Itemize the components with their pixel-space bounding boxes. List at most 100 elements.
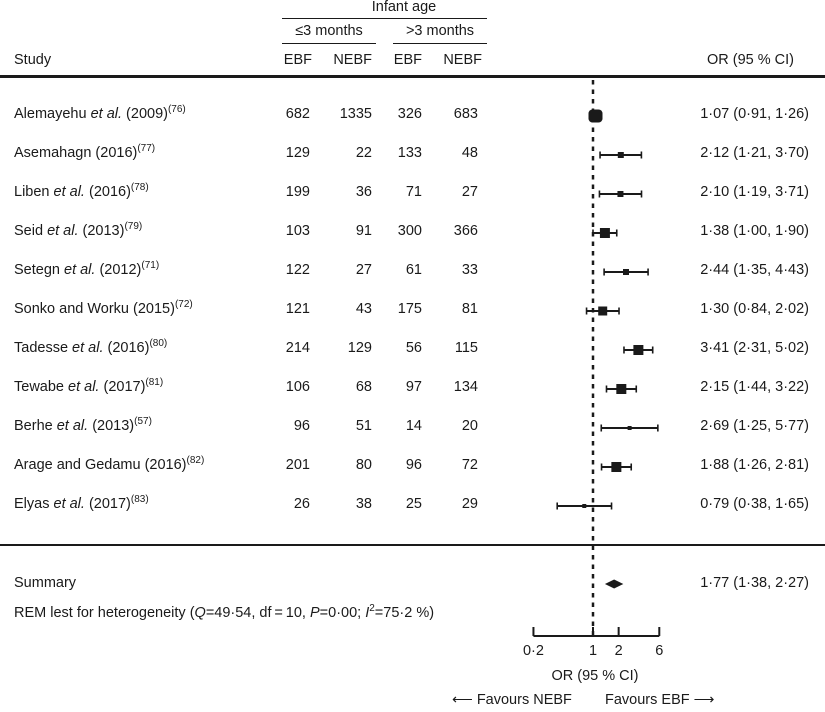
study-name: Tewabe et al. (2017)(81) [14,378,163,395]
gt3-ebf-cell: 175 [397,301,422,317]
gt3-nebf-cell: 683 [453,106,478,122]
study-ref: (71) [141,260,160,272]
study-ref: (72) [174,299,193,311]
le3-nebf-cell: 27 [355,262,372,278]
or-ci-header: OR (95 % CI) [706,52,794,68]
study-etal: et al. [56,418,93,434]
gt3-ebf-cell: 25 [405,496,422,512]
study-year: (2016) [88,184,131,200]
study-author: Tewabe [14,379,69,395]
le3-ebf-cell: 201 [285,457,310,473]
study-author: Berhe [14,418,57,434]
x-tick-label: 2 [614,643,623,659]
le3-ebf-cell: 106 [285,379,310,395]
gt3-ebf-header: EBF [393,52,422,68]
or-marker [611,462,622,472]
p-value: =0·00; [319,604,366,621]
study-author: Arage and Gedamu [14,457,145,473]
or-marker [616,384,627,394]
le3-nebf-cell: 68 [355,379,372,395]
gt3-nebf-cell: 366 [453,223,478,239]
x-tick-label: 6 [655,643,664,659]
le3-ebf-cell: 199 [285,184,310,200]
study-ref: (82) [186,455,205,467]
study-etal: et al. [53,184,89,200]
gt3-nebf-cell: 48 [461,145,478,161]
or-marker [623,269,630,275]
study-name: Seid et al. (2013)(79) [14,222,142,239]
le3-nebf-cell: 43 [355,301,372,317]
study-etal: et al. [47,223,83,239]
study-year: (2012) [99,262,142,278]
le3-months-header: ≤3 months [295,23,363,39]
study-etal: et al. [90,106,127,122]
heterogeneity-prefix: REM lest for heterogeneity ( [14,604,195,621]
le3-ebf-cell: 96 [293,418,310,434]
favours-nebf-label: ⟵ Favours NEBF [452,692,572,708]
le3-ebf-cell: 122 [285,262,310,278]
or-ci-text: 2·69 (1·25, 5·77) [700,418,809,434]
le3-ebf-cell: 214 [285,340,310,356]
le3-ebf-cell: 103 [285,223,310,239]
or-ci-text: 2·15 (1·44, 3·22) [700,379,809,395]
x-tick-label: 0·2 [522,643,544,659]
study-etal: et al. [53,496,89,512]
or-marker [627,426,632,430]
study-name: Asemahagn (2016)(77) [14,144,155,161]
study-year: (2016) [144,457,187,473]
study-year: (2013) [82,223,125,239]
study-ref: (83) [130,494,149,506]
axis-label: OR (95 % CI) [551,668,639,684]
study-etal: et al. [64,262,100,278]
le3-ebf-cell: 121 [285,301,310,317]
study-name: Tadesse et al. (2016)(80) [14,338,168,356]
le3-ebf-cell: 682 [285,106,310,122]
or-ci-text: 2·12 (1·21, 3·70) [700,145,809,161]
or-ci-text: 1·07 (0·91, 1·26) [700,106,809,122]
or-marker [599,228,610,238]
study-year: (2017) [88,496,131,512]
infant-age-header: Infant age [371,0,437,15]
x-tick-label: 1 [588,643,598,659]
study-ref: (80) [149,338,168,350]
study-name: Alemayehu et al. (2009)(76) [14,104,186,122]
gt3-ebf-cell: 133 [397,145,422,161]
summary-or-text: 1·77 (1·38, 2·27) [700,575,809,591]
gt3-nebf-cell: 72 [461,457,478,473]
study-author: Setegn [14,262,64,278]
or-marker [588,109,603,123]
study-name: Berhe et al. (2013)(57) [14,417,152,434]
i2-sup: 2 [369,603,375,614]
i2-label: I [365,604,370,621]
gt3-nebf-cell: 33 [461,262,478,278]
study-author: Elyas [14,496,54,512]
le3-nebf-cell: 1335 [339,106,372,122]
heterogeneity-text: REM lest for heterogeneity (Q=49·54, df … [14,603,434,621]
or-ci-text: 1·88 (1·26, 2·81) [700,457,809,473]
study-year: (2009) [126,106,168,122]
summary-rule [0,544,825,546]
study-name: Elyas et al. (2017)(83) [14,494,149,512]
or-ci-text: 1·38 (1·00, 1·90) [700,223,809,239]
gt3-nebf-cell: 29 [461,496,478,512]
study-year: (2013) [92,418,135,434]
study-column-header: Study [14,52,52,68]
or-marker [598,306,608,316]
study-etal: et al. [68,379,104,395]
gt3-nebf-header: NEBF [443,52,482,68]
study-author: Liben [14,184,54,200]
study-ref: (76) [167,104,186,116]
i2-value: =75·2 %) [374,604,435,621]
le3-ebf-header: EBF [283,52,312,68]
or-ci-text: 1·30 (0·84, 2·02) [700,301,809,317]
q-label: Q [194,604,206,621]
gt3-nebf-cell: 27 [461,184,478,200]
q-value: =49·54, df = 10, [205,604,310,621]
or-ci-text: 3·41 (2·31, 5·02) [700,340,809,356]
infant-age-underline [282,18,487,19]
study-name: Sonko and Worku (2015)(72) [14,299,193,317]
gt3-ebf-cell: 56 [405,340,422,356]
gt3-ebf-cell: 14 [405,418,422,434]
study-ref: (78) [130,182,149,194]
